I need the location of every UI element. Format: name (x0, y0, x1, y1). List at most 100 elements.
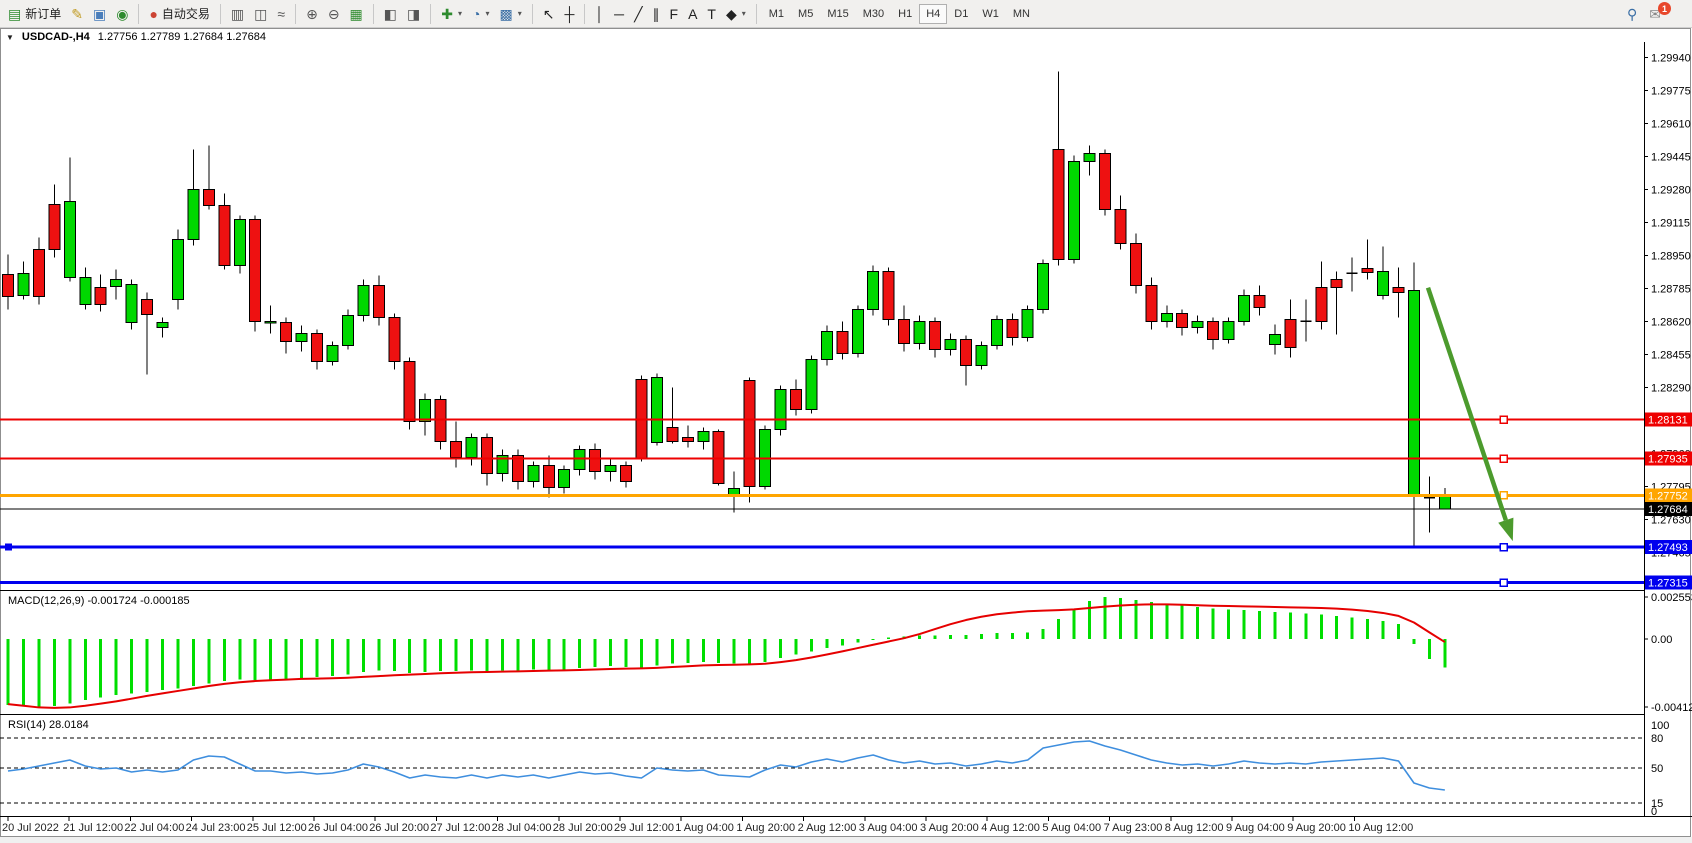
line-handle[interactable] (1499, 415, 1508, 424)
add-indicator-button[interactable]: ✚ ▾ (436, 2, 467, 26)
timeframe-m1[interactable]: M1 (768, 7, 785, 20)
depth-of-market-button[interactable]: ▣ (88, 2, 111, 26)
candle-body (264, 321, 277, 324)
timeframe-mn[interactable]: MN (1012, 7, 1030, 20)
candle-body (774, 389, 787, 431)
macd-histogram-bar (1103, 596, 1107, 639)
zoom-in-button[interactable]: ⊕ (301, 2, 323, 26)
vline-button[interactable]: │ (590, 2, 609, 26)
main-toolbar: ▤ 新订单 ✎ ▣ ◉ ● 自动交易 ▥ ◫ ≈ ⊕ ⊖ ▦ ◧ ◨ ✚ ▾ ◔ ▾ ▩ ▾ ↖ ┼ │ ─ ╱ ∥ F A T ◆ ▾ M1 M… (0, 0, 1692, 28)
macd-histogram-bar (871, 639, 875, 640)
macd-histogram-bar (377, 639, 381, 671)
macd-histogram-bar (1273, 611, 1277, 639)
candle-body (1129, 243, 1142, 287)
timeframe-m15[interactable]: M15 (827, 7, 849, 20)
label-button[interactable]: T (702, 2, 721, 26)
line-chart-icon: ≈ (277, 5, 286, 22)
chart-shift-button[interactable]: ◨ (402, 2, 425, 26)
zoom-out-button[interactable]: ⊖ (323, 2, 345, 26)
time-axis-label: 8 Aug 12:00 (1165, 822, 1224, 834)
new-order-button[interactable]: ▤ 新订单 (3, 2, 66, 26)
timeframe-bar: M1 M5 M15 M30 H1 H4 D1 W1 MN (762, 3, 1037, 24)
chevron-down-icon[interactable]: ▾ (741, 9, 746, 18)
bar-chart-button[interactable]: ▥ (226, 2, 249, 26)
macd-histogram-bar (809, 639, 813, 652)
macd-histogram-bar (763, 639, 767, 663)
line-chart-button[interactable]: ≈ (272, 2, 290, 26)
auto-arrange-button[interactable]: ◧ (379, 2, 402, 26)
macd-histogram-bar (485, 639, 489, 672)
chevron-down-icon[interactable]: ▾ (485, 9, 490, 18)
chart-shift-icon: ◨ (407, 5, 421, 22)
hline-button[interactable]: ─ (609, 2, 629, 26)
channel-button[interactable]: ∥ (648, 2, 665, 26)
chart-title-bar: ▼ USDCAD-,H4 1.27756 1.27789 1.27684 1.2… (6, 30, 266, 44)
macd-histogram-bar (1196, 606, 1200, 639)
time-axis-label: 2 Aug 12:00 (798, 822, 857, 834)
templates-button[interactable]: ▩ ▾ (494, 2, 526, 26)
chart-styles-button[interactable]: ✎ (66, 2, 88, 26)
candle-body (156, 322, 169, 329)
macd-histogram-bar (624, 639, 628, 668)
macd-histogram-bar (361, 639, 365, 672)
price-badge-label: 1.27684 (1648, 504, 1688, 516)
line-handle[interactable] (1499, 542, 1508, 552)
price-axis-label: 1.29610 (1651, 119, 1691, 131)
macd-histogram-bar (856, 639, 860, 643)
signals-button[interactable]: ◉ (111, 2, 133, 26)
line-handle[interactable] (1499, 491, 1508, 500)
macd-histogram-bar (1088, 601, 1091, 639)
search-button[interactable]: ⚲ (1622, 2, 1642, 26)
macd-histogram-bar (191, 639, 195, 686)
candle-body (249, 219, 262, 323)
label-icon: T (707, 5, 716, 22)
tile-windows-button[interactable]: ▦ (345, 2, 368, 26)
candle-body (1377, 271, 1390, 297)
timeframe-h4[interactable]: H4 (919, 3, 948, 24)
timeframe-d1[interactable]: D1 (954, 7, 969, 20)
candle-body (1407, 290, 1420, 496)
macd-histogram-bar (732, 639, 736, 664)
candle-body (1114, 209, 1127, 245)
trend-arrow-head[interactable] (1498, 517, 1514, 542)
collapse-icon[interactable]: ▼ (6, 32, 14, 42)
time-axis-label: 3 Aug 20:00 (920, 822, 979, 834)
chevron-down-icon[interactable]: ▾ (517, 9, 522, 18)
crosshair-button[interactable]: ┼ (559, 2, 579, 26)
rsi-axis-label: 80 (1651, 733, 1663, 745)
macd-histogram-bar (238, 639, 242, 680)
candle-body (295, 333, 308, 343)
macd-axis-label: -0.004124 (1651, 702, 1692, 714)
crosshair-icon: ┼ (564, 5, 575, 22)
macd-histogram-bar (887, 637, 891, 639)
candle-body (110, 279, 123, 288)
cursor-button[interactable]: ↖ (538, 2, 560, 26)
trend-arrow-line[interactable] (1425, 286, 1508, 521)
timeframe-h1[interactable]: H1 (898, 7, 913, 20)
shapes-button[interactable]: ◆ ▾ (721, 2, 751, 26)
macd-histogram-bar (207, 639, 211, 684)
line-handle[interactable] (5, 543, 12, 551)
macd-histogram-bar (686, 639, 690, 663)
toolbar-separator (584, 3, 586, 24)
line-handle[interactable] (1499, 454, 1508, 463)
autotrade-button[interactable]: ● 自动交易 (144, 2, 214, 26)
macd-signal-line (7, 603, 1446, 709)
timeframe-m30[interactable]: M30 (862, 7, 885, 20)
notifications-button[interactable]: ✉ 1 (1644, 2, 1683, 26)
text-button[interactable]: A (683, 2, 702, 26)
candle-body (171, 239, 184, 301)
trendline-button[interactable]: ╱ (629, 2, 647, 26)
candle-chart-button[interactable]: ◫ (249, 2, 272, 26)
macd-histogram-bar (995, 633, 999, 639)
fibonacci-button[interactable]: F (665, 2, 684, 26)
line-handle[interactable] (1499, 578, 1508, 587)
periods-button[interactable]: ◔ ▾ (467, 2, 494, 26)
candle-body (465, 437, 478, 459)
chevron-down-icon[interactable]: ▾ (457, 9, 462, 18)
macd-histogram-bar (130, 639, 134, 694)
timeframe-m5[interactable]: M5 (798, 7, 814, 20)
candle-body (882, 271, 895, 321)
timeframe-w1[interactable]: W1 (982, 7, 999, 20)
macd-histogram-bar (825, 639, 829, 649)
